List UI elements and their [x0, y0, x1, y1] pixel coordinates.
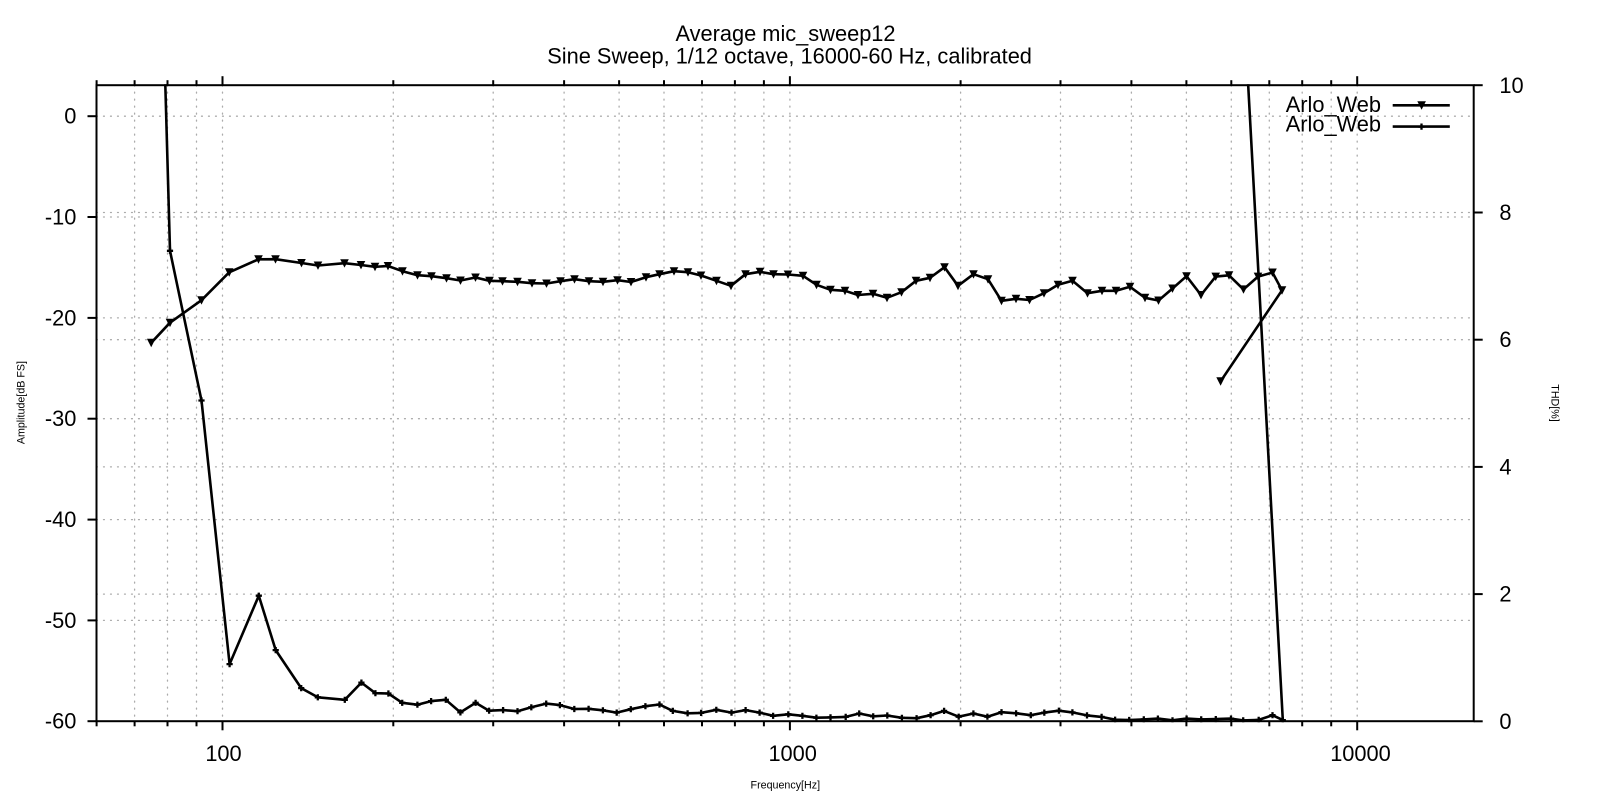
- svg-text:0: 0: [1499, 709, 1511, 734]
- svg-text:4: 4: [1499, 454, 1511, 479]
- svg-text:0: 0: [64, 104, 76, 129]
- svg-text:Sine Sweep, 1/12 octave, 16000: Sine Sweep, 1/12 octave, 16000-60 Hz, ca…: [547, 43, 1032, 68]
- svg-text:Arlo_Web: Arlo_Web: [1286, 112, 1381, 137]
- svg-text:-30: -30: [45, 406, 77, 431]
- svg-text:-60: -60: [45, 709, 77, 734]
- svg-text:Average mic_sweep12: Average mic_sweep12: [675, 21, 895, 46]
- svg-text:8: 8: [1499, 200, 1511, 225]
- svg-text:Amplitude[dB FS]: Amplitude[dB FS]: [16, 361, 28, 444]
- svg-text:Frequency[Hz]: Frequency[Hz]: [751, 780, 821, 792]
- svg-text:-50: -50: [45, 608, 77, 633]
- svg-text:Arlo_Web: Arlo_Web: [1286, 92, 1381, 117]
- svg-text:6: 6: [1499, 327, 1511, 352]
- svg-text:-20: -20: [45, 305, 77, 330]
- svg-text:-10: -10: [45, 205, 77, 230]
- svg-text:-40: -40: [45, 507, 77, 532]
- svg-text:10: 10: [1499, 73, 1523, 98]
- svg-text:10000: 10000: [1330, 741, 1391, 766]
- svg-text:1000: 1000: [768, 741, 817, 766]
- svg-text:2: 2: [1499, 582, 1511, 607]
- svg-text:THD[%]: THD[%]: [1549, 384, 1561, 421]
- svg-text:100: 100: [205, 741, 241, 766]
